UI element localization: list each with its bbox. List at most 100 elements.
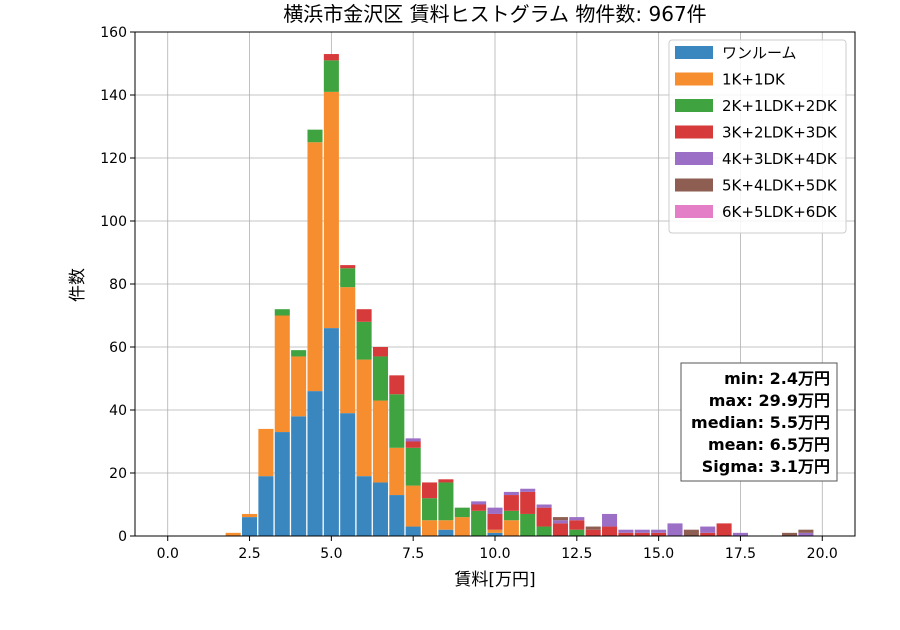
bar-segment-series-0 xyxy=(438,529,454,536)
bar-segment-series-3 xyxy=(405,441,421,448)
x-tick-label: 17.5 xyxy=(725,546,756,562)
bar-segment-series-4 xyxy=(471,501,487,505)
bar-segment-series-2 xyxy=(389,394,405,448)
bar-segment-series-3 xyxy=(389,375,405,395)
bar-segment-series-3 xyxy=(503,495,519,511)
stat-mean: mean: 6.5万円 xyxy=(708,435,830,454)
x-tick-label: 2.5 xyxy=(238,546,260,562)
y-tick-label: 0 xyxy=(118,529,127,545)
legend-frame xyxy=(668,39,847,234)
bar-segment-series-2 xyxy=(323,60,339,92)
legend-swatch xyxy=(675,99,713,112)
bar-segment-series-2 xyxy=(520,513,536,536)
legend-label: 1K+1DK xyxy=(722,71,786,89)
bar-segment-series-1 xyxy=(323,91,339,329)
stat-min: min: 2.4万円 xyxy=(724,369,830,388)
legend-label: ワンルーム xyxy=(722,44,797,62)
legend-label: 5K+4LDK+5DK xyxy=(722,177,838,195)
bar-segment-series-5 xyxy=(552,517,568,521)
bar-segment-series-3 xyxy=(651,532,667,536)
bar-segment-series-4 xyxy=(405,438,421,442)
bar-segment-series-0 xyxy=(487,532,503,536)
bar-segment-series-4 xyxy=(520,488,536,492)
bar-segment-series-3 xyxy=(716,523,732,536)
bar-segment-series-2 xyxy=(340,268,356,288)
bar-segment-series-1 xyxy=(340,287,356,414)
legend: ワンルーム 1K+1DK 2K+1LDK+2DK 3K+2LDK+3DK 4K+3LDK… xyxy=(668,39,847,234)
y-axis-label: 件数 xyxy=(68,268,88,302)
bar-segment-series-2 xyxy=(307,129,323,143)
legend-swatch xyxy=(675,46,713,59)
y-axis-ticks: 0 20 40 60 80 100 120 140 160 xyxy=(100,25,135,545)
x-tick-label: 5.0 xyxy=(320,546,342,562)
bar-segment-series-5 xyxy=(798,529,814,533)
bar-segment-series-3 xyxy=(422,482,438,499)
bar-segment-series-3 xyxy=(552,523,568,536)
bars xyxy=(225,54,814,536)
bar-segment-series-2 xyxy=(274,309,290,316)
legend-label: 6K+5LDK+6DK xyxy=(722,203,838,221)
bar-segment-series-0 xyxy=(274,432,290,536)
bar-segment-series-1 xyxy=(422,520,438,536)
chart-title: 横浜市金沢区 賃料ヒストグラム 物件数: 967件 xyxy=(283,2,706,26)
y-tick-label: 140 xyxy=(100,88,127,104)
bar-segment-series-3 xyxy=(487,513,503,530)
bar-segment-series-2 xyxy=(471,510,487,536)
bar-segment-series-3 xyxy=(585,529,601,536)
bar-segment-series-1 xyxy=(405,485,421,527)
bar-segment-series-4 xyxy=(732,532,748,536)
x-tick-label: 15.0 xyxy=(643,546,674,562)
bar-segment-series-3 xyxy=(340,265,356,269)
x-axis-label: 賃料[万円] xyxy=(454,570,535,590)
bar-segment-series-4 xyxy=(602,513,618,527)
legend-swatch xyxy=(675,178,713,192)
bar-segment-series-0 xyxy=(405,526,421,536)
legend-label: 2K+1LDK+2DK xyxy=(722,97,838,115)
bar-segment-series-2 xyxy=(356,321,372,360)
bar-segment-series-3 xyxy=(569,520,585,530)
bar-segment-series-4 xyxy=(569,517,585,521)
bar-segment-series-2 xyxy=(569,529,585,536)
bar-segment-series-3 xyxy=(356,309,372,322)
bar-segment-series-1 xyxy=(242,513,258,518)
bar-segment-series-3 xyxy=(634,532,650,536)
stat-sigma: Sigma: 3.1万円 xyxy=(702,457,830,476)
stats-box: min: 2.4万円 max: 29.9万円 median: 5.5万円 mea… xyxy=(680,362,838,482)
bar-segment-series-0 xyxy=(258,476,274,536)
bar-segment-series-2 xyxy=(454,507,470,518)
bar-segment-series-4 xyxy=(651,529,667,533)
y-tick-label: 60 xyxy=(109,340,127,356)
bar-segment-series-4 xyxy=(700,526,716,533)
x-tick-label: 20.0 xyxy=(807,546,838,562)
bar-segment-series-5 xyxy=(683,529,699,536)
legend-swatch xyxy=(675,152,713,165)
bar-segment-series-4 xyxy=(667,523,683,536)
bar-segment-series-4 xyxy=(798,532,814,536)
bar-segment-series-2 xyxy=(503,510,519,521)
bar-segment-series-2 xyxy=(422,498,438,521)
bar-segment-series-1 xyxy=(372,400,388,483)
y-tick-label: 80 xyxy=(109,277,127,293)
bar-segment-series-1 xyxy=(454,517,470,536)
bar-segment-series-3 xyxy=(323,54,339,61)
legend-swatch xyxy=(675,205,713,218)
bar-segment-series-2 xyxy=(405,447,421,486)
bar-segment-series-0 xyxy=(340,413,356,536)
bar-segment-series-1 xyxy=(291,356,307,417)
x-tick-label: 7.5 xyxy=(402,546,424,562)
bar-segment-series-4 xyxy=(503,491,519,496)
y-tick-label: 40 xyxy=(109,403,127,419)
bar-segment-series-3 xyxy=(520,491,536,514)
bar-segment-series-3 xyxy=(438,479,454,483)
bar-segment-series-0 xyxy=(323,328,339,536)
bar-segment-series-2 xyxy=(372,356,388,401)
bar-segment-series-2 xyxy=(438,482,454,521)
bar-segment-series-4 xyxy=(552,520,568,524)
x-tick-label: 12.5 xyxy=(561,546,592,562)
bar-segment-series-1 xyxy=(307,142,323,392)
stats-box-frame xyxy=(680,362,838,482)
bar-segment-series-1 xyxy=(487,529,503,533)
y-tick-label: 120 xyxy=(100,151,127,167)
bar-segment-series-0 xyxy=(389,495,405,536)
